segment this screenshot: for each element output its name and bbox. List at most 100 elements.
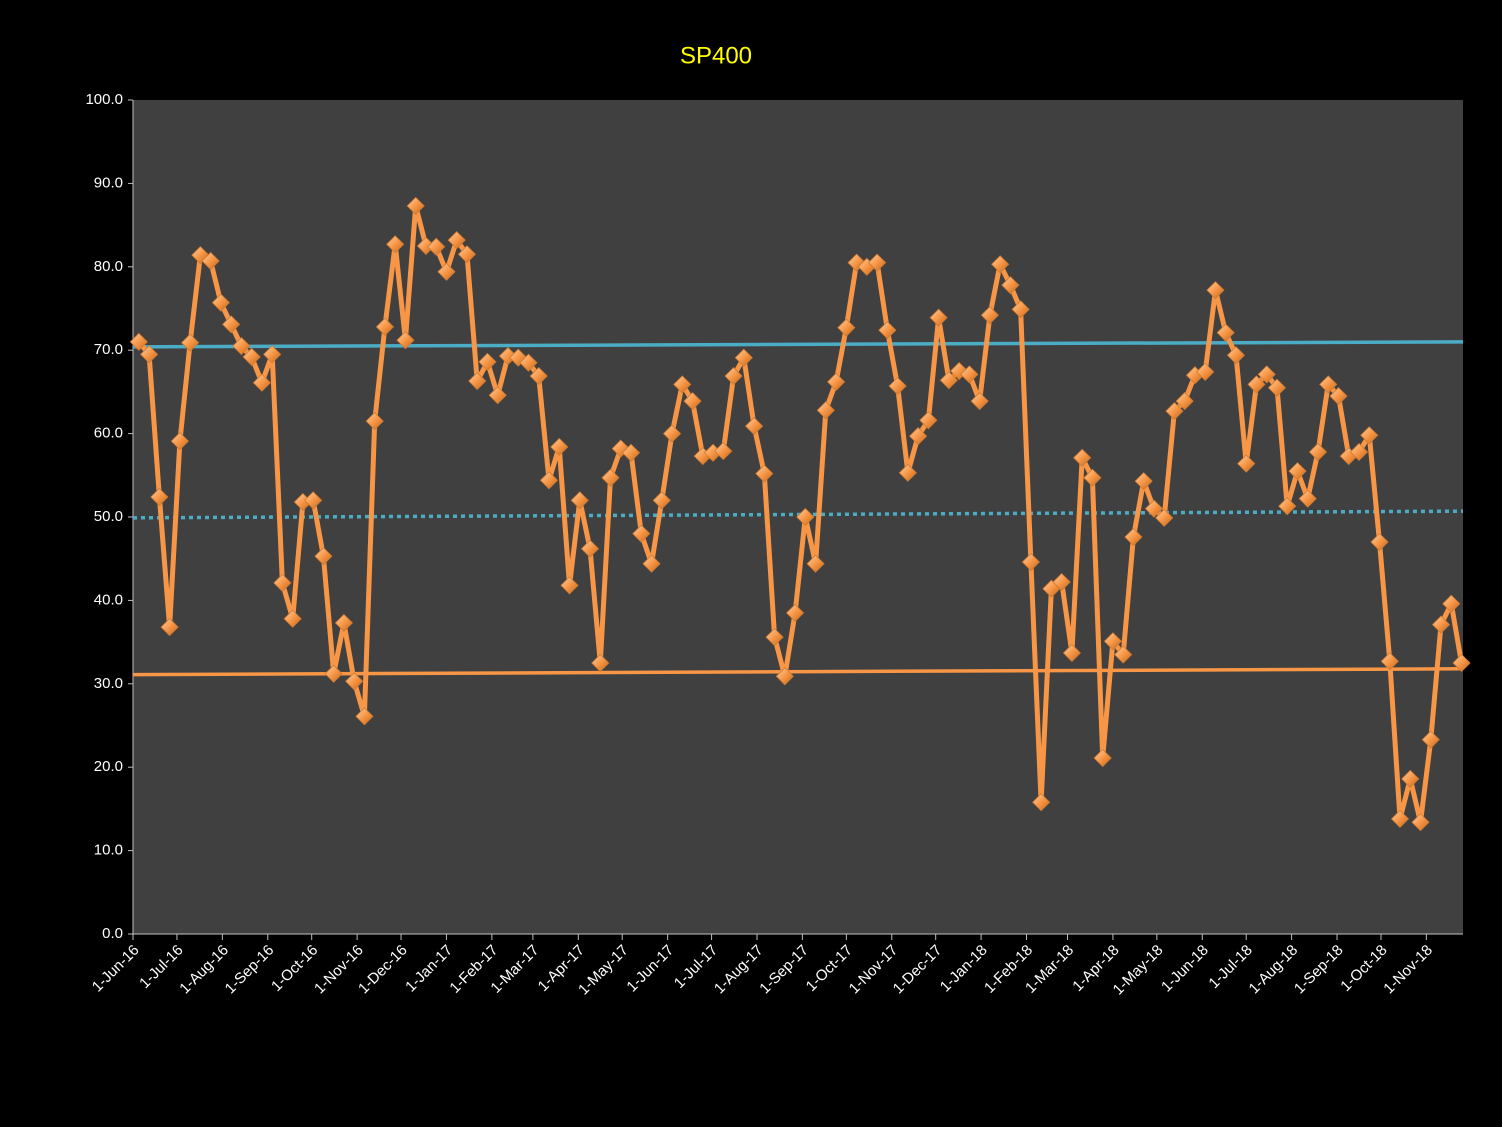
data-marker	[1267, 378, 1287, 397]
data-marker	[1155, 508, 1174, 527]
data-marker	[632, 524, 651, 543]
data-marker	[1278, 497, 1297, 516]
data-marker	[868, 253, 887, 272]
data-marker	[406, 196, 425, 215]
data-marker	[1360, 426, 1379, 445]
data-marker	[1052, 572, 1071, 592]
data-marker	[437, 262, 456, 281]
data-marker	[170, 432, 189, 451]
data-marker	[1298, 489, 1317, 508]
data-marker	[1175, 392, 1194, 411]
data-marker	[878, 321, 897, 340]
data-marker	[478, 352, 497, 371]
data-marker	[786, 603, 805, 622]
data-marker	[591, 653, 610, 673]
data-marker	[1411, 813, 1430, 832]
data-marker	[806, 554, 825, 573]
trend-line	[132, 509, 1464, 520]
data-marker	[1011, 300, 1030, 319]
data-marker	[734, 348, 753, 367]
data-marker	[355, 707, 374, 726]
data-marker	[796, 507, 815, 527]
data-marker	[1062, 643, 1081, 663]
data-marker	[1124, 527, 1143, 547]
data-marker	[919, 411, 938, 430]
data-marker	[980, 306, 999, 325]
data-marker	[488, 386, 507, 405]
data-marker	[621, 443, 641, 462]
data-marker	[222, 315, 241, 334]
data-marker	[550, 437, 569, 457]
data-marker	[252, 373, 271, 392]
data-marker	[1370, 532, 1389, 552]
data-marker	[468, 371, 487, 391]
data-marker	[775, 667, 794, 686]
data-marker	[160, 618, 179, 637]
data-marker	[334, 613, 353, 632]
data-line	[136, 203, 1464, 825]
data-marker	[601, 468, 620, 487]
data-marker	[396, 331, 415, 350]
data-marker	[837, 318, 856, 337]
y-tick-label: 30.0	[94, 675, 123, 692]
data-marker	[1206, 281, 1225, 300]
data-marker	[345, 672, 364, 691]
data-marker	[140, 345, 159, 364]
data-marker	[201, 251, 220, 271]
data-marker	[929, 308, 948, 327]
data-marker	[457, 245, 477, 264]
data-marker	[1247, 375, 1266, 394]
data-marker	[1021, 552, 1040, 572]
y-tick-label: 50.0	[94, 508, 123, 525]
data-marker	[580, 539, 600, 558]
data-marker	[652, 491, 671, 510]
data-marker	[181, 333, 200, 352]
data-marker	[283, 609, 302, 628]
data-marker	[304, 491, 323, 510]
data-marker	[662, 424, 682, 443]
data-marker	[827, 372, 846, 391]
data-marker	[1421, 730, 1440, 749]
data-marker	[1319, 375, 1338, 394]
data-marker	[1001, 276, 1020, 295]
data-marker	[1144, 499, 1164, 518]
data-marker	[765, 628, 784, 647]
y-tick-label: 40.0	[94, 591, 123, 608]
trend-line	[132, 340, 1464, 349]
data-marker	[263, 345, 282, 364]
data-marker	[1401, 769, 1420, 788]
y-tick-label: 20.0	[94, 758, 123, 775]
y-tick-label: 70.0	[94, 341, 123, 358]
data-marker	[447, 231, 466, 250]
data-marker	[365, 412, 384, 431]
data-marker	[1442, 594, 1461, 613]
data-marker	[519, 353, 538, 372]
y-tick-label: 60.0	[94, 425, 123, 442]
data-marker	[570, 491, 589, 510]
data-marker	[1216, 323, 1235, 342]
data-marker	[991, 255, 1010, 274]
data-marker	[539, 471, 559, 490]
data-marker	[1093, 748, 1112, 768]
data-marker	[816, 401, 835, 420]
data-marker	[673, 375, 692, 394]
data-marker	[1308, 442, 1328, 462]
y-tick-label: 0.0	[102, 925, 123, 942]
data-marker	[1165, 402, 1184, 421]
data-marker	[1073, 448, 1092, 467]
data-marker	[150, 487, 169, 507]
data-marker	[744, 417, 764, 436]
y-tick-label: 80.0	[94, 258, 123, 275]
data-marker	[1380, 652, 1399, 671]
data-marker	[642, 554, 661, 573]
chart-title: SP400	[680, 42, 752, 69]
y-tick-label: 10.0	[94, 842, 123, 859]
data-marker	[211, 293, 230, 312]
data-marker	[1134, 472, 1153, 491]
data-marker	[898, 463, 917, 482]
data-marker	[1349, 442, 1369, 462]
data-marker	[273, 573, 292, 592]
data-marker	[129, 332, 148, 351]
data-marker	[375, 317, 395, 336]
data-marker	[888, 376, 907, 396]
